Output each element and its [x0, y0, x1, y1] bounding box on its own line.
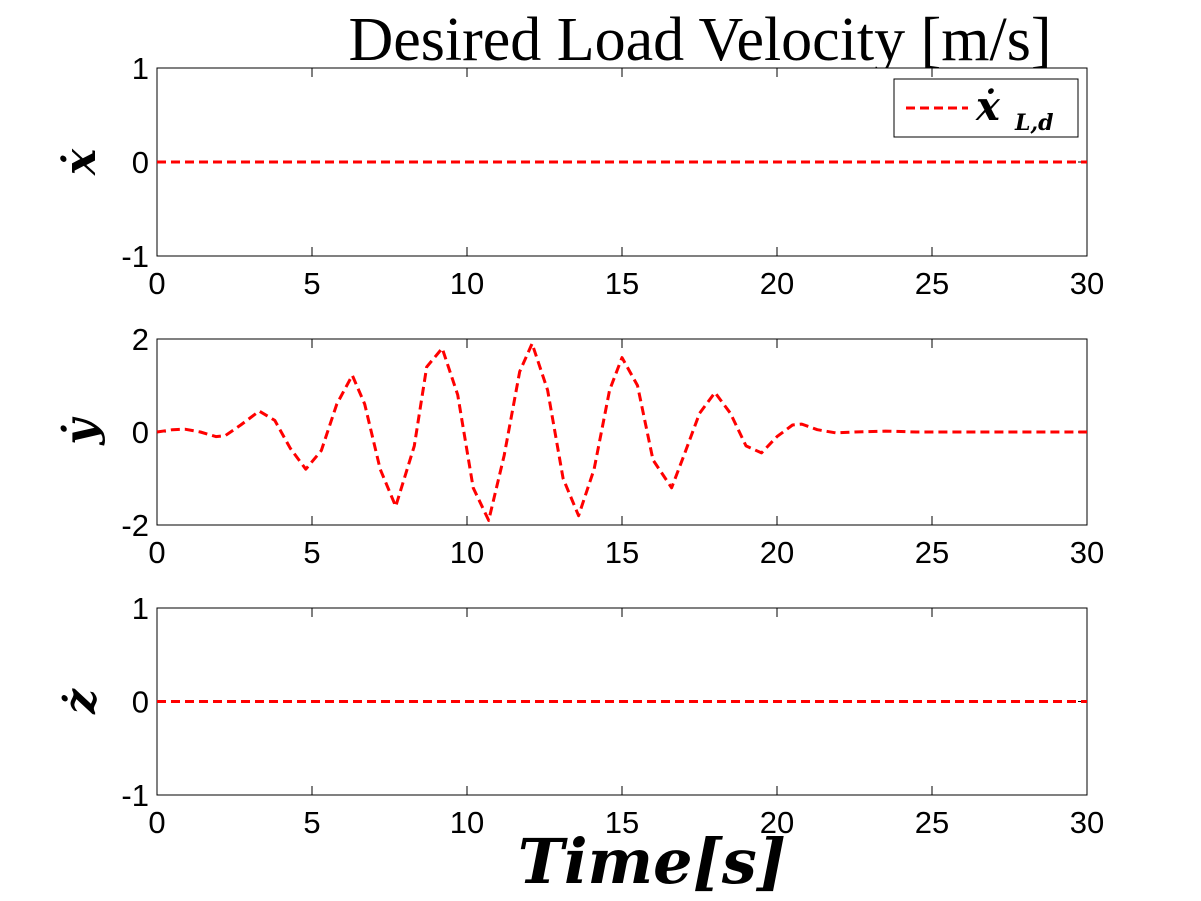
x-tick-label: 30 [1070, 266, 1104, 301]
x-tick-label: 15 [605, 805, 639, 840]
x-tick-label: 0 [148, 266, 165, 301]
x-tick-label: 10 [450, 805, 484, 840]
x-tick-label: 20 [760, 266, 794, 301]
y-tick-label: 0 [132, 415, 149, 450]
y-tick-label: -1 [121, 778, 149, 813]
x-tick-label: 0 [148, 535, 165, 570]
y-axis-label: ẋ [55, 148, 106, 176]
y-tick-label: -2 [121, 508, 149, 543]
legend: ẋ L,d [893, 78, 1079, 138]
legend-label: ẋ [975, 83, 1001, 130]
series-line [156, 342, 1087, 522]
x-tick-label: 20 [760, 805, 794, 840]
x-tick-label: 30 [1070, 805, 1104, 840]
x-tick-label: 5 [303, 805, 320, 840]
x-tick-label: 25 [915, 266, 949, 301]
x-tick-label: 25 [915, 805, 949, 840]
x-tick-label: 15 [605, 535, 639, 570]
x-tick-label: 10 [450, 266, 484, 301]
y-axis-label: ż [55, 688, 106, 715]
x-tick-label: 5 [303, 535, 320, 570]
y-tick-label: 2 [132, 322, 149, 357]
y-tick-label: 1 [132, 51, 149, 86]
y-tick-label: 0 [132, 145, 149, 180]
x-tick-label: 20 [760, 535, 794, 570]
x-tick-label: 25 [915, 535, 949, 570]
x-tick-label: 30 [1070, 535, 1104, 570]
figure-title: Desired Load Velocity [m/s] [348, 6, 1051, 74]
x-tick-label: 10 [450, 535, 484, 570]
x-axis-label: Time[s] [518, 825, 786, 898]
axes-frame [156, 338, 1088, 526]
x-tick-label: 5 [303, 266, 320, 301]
legend-subscript: L,d [1014, 110, 1054, 136]
y-axis-label: ẏ [55, 416, 106, 446]
x-tick-label: 15 [605, 266, 639, 301]
x-tick-label: 0 [148, 805, 165, 840]
y-tick-label: -1 [121, 239, 149, 274]
y-tick-label: 1 [132, 591, 149, 626]
y-tick-label: 0 [132, 685, 149, 720]
